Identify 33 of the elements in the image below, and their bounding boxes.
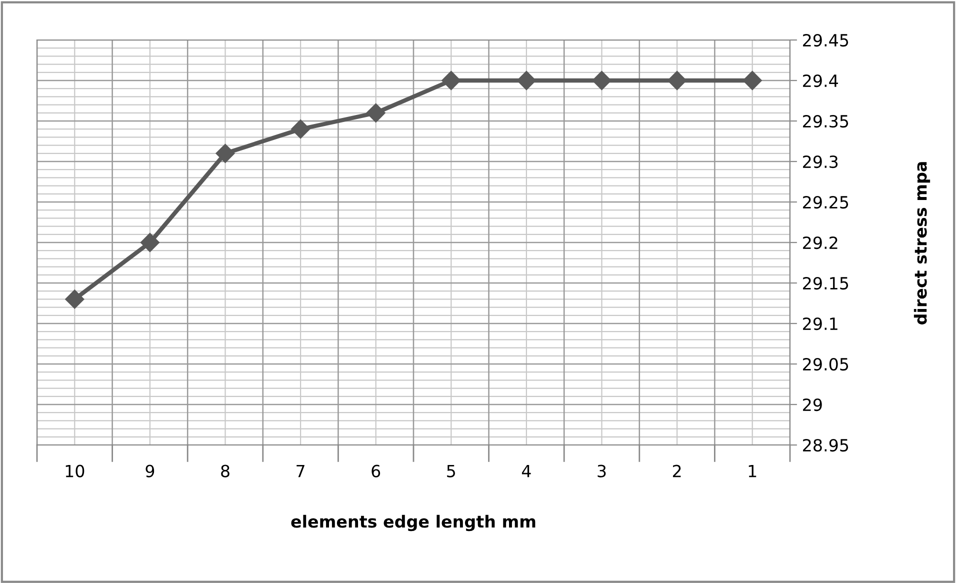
y-tick-label: 28.95 bbox=[803, 438, 848, 452]
point bbox=[291, 120, 310, 139]
y-tick-label: 29.25 bbox=[803, 196, 848, 209]
y-tick-label: 29.1 bbox=[803, 317, 838, 330]
point bbox=[592, 70, 612, 90]
point bbox=[742, 70, 762, 90]
y-tick-label: 29.3 bbox=[803, 155, 838, 168]
x-axis-title: elements edge length mm bbox=[291, 514, 536, 532]
y-tick-label: 29.2 bbox=[803, 236, 838, 250]
y-axis-title: direct stress mpa bbox=[914, 162, 930, 324]
point bbox=[140, 232, 160, 252]
x-tick-label: 9 bbox=[146, 464, 154, 478]
point bbox=[442, 70, 461, 90]
x-tick-label: 7 bbox=[296, 464, 304, 478]
point bbox=[366, 103, 386, 122]
x-tick-label: 1 bbox=[748, 464, 756, 478]
x-tick-label: 4 bbox=[522, 464, 531, 478]
x-tick-label: 5 bbox=[447, 464, 455, 478]
y-tick-label: 29 bbox=[803, 398, 822, 412]
y-tick-label: 29.45 bbox=[803, 34, 848, 47]
point bbox=[65, 290, 84, 309]
y-tick-label: 29.35 bbox=[803, 114, 848, 128]
x-tick-label: 8 bbox=[221, 464, 230, 478]
point bbox=[516, 70, 536, 90]
x-tick-label: 6 bbox=[372, 464, 380, 478]
x-tick-label: 10 bbox=[66, 464, 84, 478]
point bbox=[668, 70, 687, 90]
y-tick-label: 29.4 bbox=[803, 74, 838, 88]
y-tick-label: 29.15 bbox=[803, 276, 848, 290]
y-tick-label: 29.05 bbox=[803, 358, 848, 371]
x-tick-label: 2 bbox=[672, 464, 681, 478]
x-tick-label: 3 bbox=[598, 464, 606, 478]
point bbox=[216, 144, 235, 163]
